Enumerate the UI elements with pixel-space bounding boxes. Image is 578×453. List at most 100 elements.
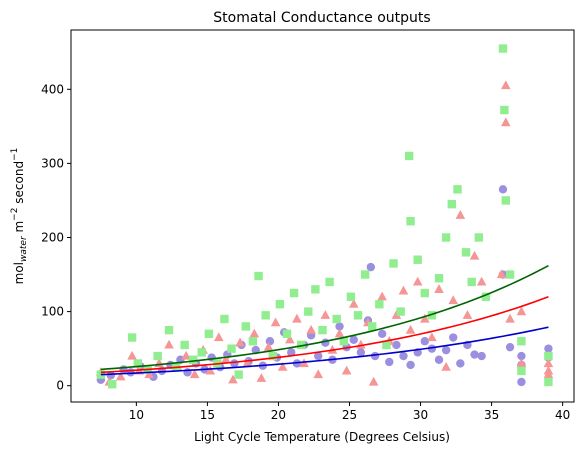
series-1-triangle-point-53 — [500, 117, 511, 127]
series-0-circle-point-38 — [385, 357, 394, 367]
series-1-triangle-point-13 — [213, 332, 224, 342]
series-1-triangle-point-36 — [377, 291, 387, 301]
series-2-square-point-20 — [268, 351, 277, 361]
series-0-circle-point-35 — [366, 262, 376, 272]
y-label-exp2: −1 — [10, 148, 20, 161]
plot-area — [70, 29, 575, 403]
series-0-circle-point-46 — [441, 345, 451, 355]
series-0-circle-point-52 — [498, 185, 508, 194]
y-axis-ticks: 0 100 200 300 400 — [41, 82, 71, 393]
series-1-triangle-point-9 — [181, 350, 191, 360]
series-0-circle-point-23 — [287, 348, 296, 357]
series-1-triangle-point-51 — [496, 269, 507, 279]
series-1-triangle-point-52 — [500, 80, 511, 90]
series-2-square-point-25 — [304, 307, 313, 316]
series-2-square-point-29 — [332, 314, 341, 324]
series-1-triangle-point-35 — [368, 376, 379, 386]
series-0-circle-point-15 — [230, 359, 239, 368]
series-1-triangle-point-56 — [516, 306, 527, 316]
y-label-unit2: second — [12, 161, 26, 208]
series-1-triangle-point-7 — [164, 339, 174, 349]
series-2-square-point-8 — [180, 340, 189, 350]
series-1-triangle-point-50 — [476, 276, 487, 286]
series-1-triangle-point-43 — [427, 332, 437, 342]
series-0-circle-point-50 — [470, 350, 479, 359]
series-1-triangle-point-10 — [189, 369, 200, 379]
series-1-triangle-point-15 — [228, 374, 238, 384]
series-0-circle-point-43 — [420, 337, 430, 346]
series-1-triangle-point-21 — [270, 317, 281, 327]
y-tick-label-400: 400 — [41, 82, 64, 96]
series-2-square-point-57 — [517, 366, 526, 376]
series-2-square-point-22 — [282, 329, 292, 339]
series-1-triangle-point-27 — [313, 369, 324, 379]
series-0-circle-point-27 — [314, 351, 323, 361]
series-0-circle-point-48 — [456, 359, 465, 368]
series-2-square-point-38 — [396, 307, 405, 316]
series-2-square-point-19 — [261, 311, 270, 320]
series-0-circle-point-57 — [517, 377, 526, 387]
series-2-square-point-32 — [353, 311, 363, 320]
series-2-square-point-36 — [382, 340, 391, 350]
series-1-triangle-point-41 — [412, 276, 423, 286]
series-0-circle-point-20 — [265, 337, 275, 346]
y-label-base: mol — [12, 262, 26, 284]
series-2-square-point-30 — [339, 337, 349, 346]
fit-line-1 — [100, 296, 549, 374]
fit-line-2 — [100, 326, 549, 376]
series-2-square-point-54 — [501, 196, 510, 205]
series-2-square-point-13 — [220, 314, 229, 324]
series-2-square-point-49 — [467, 277, 476, 287]
y-tick-label-300: 300 — [41, 156, 64, 170]
series-2-square-point-21 — [275, 299, 285, 309]
plot-frame — [70, 29, 575, 403]
series-1-triangle-point-16 — [235, 337, 245, 347]
series-0-circle-point-39 — [392, 340, 401, 350]
series-1-triangle-point-17 — [242, 358, 252, 368]
series-2-square-point-5 — [153, 351, 162, 361]
series-2-square-point-42 — [420, 288, 430, 298]
series-2-square-point-11 — [204, 329, 214, 339]
x-tick-label-25: 25 — [342, 408, 357, 422]
series-2-square-point-35 — [375, 299, 384, 309]
series-0-circle-point-37 — [377, 329, 387, 339]
series-1-triangle-point-14 — [221, 354, 231, 364]
series-2-square-point-50 — [474, 233, 483, 242]
series-1-triangle-point-32 — [348, 298, 359, 308]
series-1-triangle-point-26 — [306, 324, 316, 334]
series-0-circle-point-47 — [449, 333, 458, 342]
series-2-square-point-53 — [500, 105, 509, 115]
series-2-square-point-40 — [406, 216, 415, 226]
series-1-triangle-point-20 — [263, 341, 274, 351]
series-2-square-point-1 — [108, 380, 117, 389]
series-2-square-point-39 — [404, 151, 414, 161]
series-1-triangle-point-18 — [249, 328, 260, 338]
series-0-circle-point-33 — [356, 348, 366, 357]
chart-title: Stomatal Conductance outputs — [213, 10, 430, 26]
series-0-circle-point-1 — [106, 371, 115, 380]
series-1-triangle-point-5 — [144, 369, 154, 379]
series-1-triangle-point-2 — [115, 371, 126, 381]
series-2-square-point-52 — [498, 44, 508, 53]
series-2-square-point-43 — [427, 311, 437, 320]
series-2-square-point-46 — [447, 199, 457, 209]
y-label-exp1: −2 — [10, 208, 20, 221]
series-0-circle-point-32 — [349, 335, 358, 344]
series-2-square-point-16 — [241, 322, 250, 331]
series-0-circle-point-41 — [406, 360, 415, 370]
y-tick-label-0: 0 — [56, 379, 64, 393]
series-2-square-point-44 — [434, 274, 444, 283]
series-1-triangle-point-42 — [420, 313, 430, 323]
series-2-square-point-0 — [96, 370, 106, 379]
series-2-square-point-33 — [360, 270, 370, 279]
series-1-triangle-point-40 — [405, 324, 416, 334]
series-1-triangle-point-31 — [341, 365, 352, 375]
series-0-circle-point-51 — [477, 351, 486, 361]
series-1-triangle-point-12 — [205, 365, 216, 375]
series-1-triangle-point-22 — [277, 361, 288, 371]
series-1-triangle-point-28 — [320, 310, 331, 319]
series-2-square-point-56 — [517, 337, 526, 346]
series-1-triangle-point-48 — [462, 310, 473, 319]
series-2-square-point-18 — [254, 271, 263, 281]
